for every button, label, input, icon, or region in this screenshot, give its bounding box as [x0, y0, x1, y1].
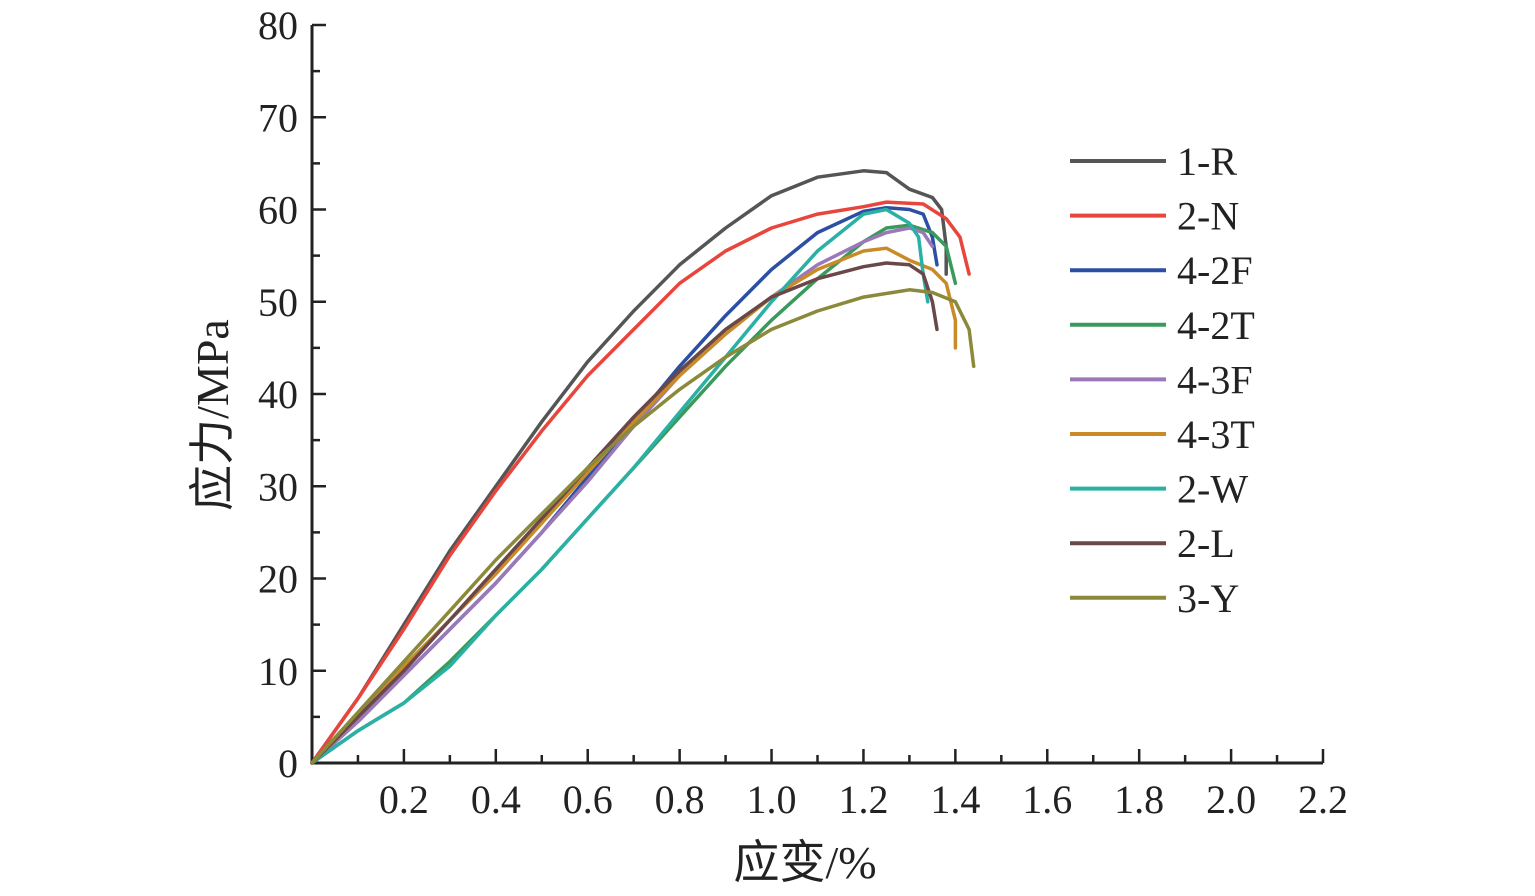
- x-tick-label: 0.8: [655, 777, 705, 822]
- series-line-4-2T: [310, 223, 958, 765]
- legend-label-3-Y: 3-Y: [1177, 576, 1239, 621]
- legend-label-2-N: 2-N: [1177, 194, 1239, 239]
- series-line-1-R: [310, 169, 948, 765]
- y-tick-label: 60: [258, 188, 298, 233]
- series-line-2-W: [310, 207, 930, 765]
- legend-label-2-W: 2-W: [1177, 467, 1248, 512]
- x-tick-label: 0.4: [471, 777, 521, 822]
- series-line-2-L: [310, 261, 939, 765]
- legend: 1-R 2-N 4-2F 4-2T 4-3F 4-3T 2-W 2-L 3-Y: [1070, 139, 1255, 621]
- x-tick-label: 0.2: [379, 777, 429, 822]
- x-tick-label: 1.2: [838, 777, 888, 822]
- y-tick-label: 40: [258, 372, 298, 417]
- y-tick-label: 0: [278, 741, 298, 786]
- y-axis-title: 应力/MPa: [187, 319, 238, 511]
- y-tick-label: 50: [258, 280, 298, 325]
- x-tick-label: 1.4: [930, 777, 980, 822]
- legend-label-1-R: 1-R: [1177, 139, 1237, 184]
- x-tick-label: 1.6: [1022, 777, 1072, 822]
- series-line-4-3F: [310, 226, 935, 765]
- x-tick-label: 2.2: [1298, 777, 1348, 822]
- series-line-2-N: [310, 200, 971, 765]
- series-line-4-3T: [310, 246, 958, 765]
- x-tick-label: 0.6: [563, 777, 613, 822]
- y-tick-label: 20: [258, 557, 298, 602]
- y-tick-label: 10: [258, 649, 298, 694]
- x-axis-title: 应变/%: [733, 837, 876, 888]
- y-tick-label: 70: [258, 95, 298, 140]
- x-tick-label: 1.0: [747, 777, 797, 822]
- series-line-4-2F: [310, 205, 939, 765]
- legend-label-4-2T: 4-2T: [1177, 303, 1255, 348]
- legend-label-4-3T: 4-3T: [1177, 412, 1255, 457]
- y-tick-label: 80: [258, 3, 298, 48]
- legend-label-4-3F: 4-3F: [1177, 357, 1253, 402]
- series-line-3-Y: [310, 288, 976, 765]
- x-tick-label: 2.0: [1206, 777, 1256, 822]
- x-tick-label: 1.8: [1114, 777, 1164, 822]
- legend-label-2-L: 2-L: [1177, 521, 1235, 566]
- axes: 0 10 20 30 40 50 60 70 80 0.2 0.4 0.6 0.8 1.0 1.2 1.4 1.…: [258, 3, 1348, 822]
- legend-label-4-2F: 4-2F: [1177, 248, 1253, 293]
- series-lines: [310, 169, 976, 765]
- y-tick-label: 30: [258, 464, 298, 509]
